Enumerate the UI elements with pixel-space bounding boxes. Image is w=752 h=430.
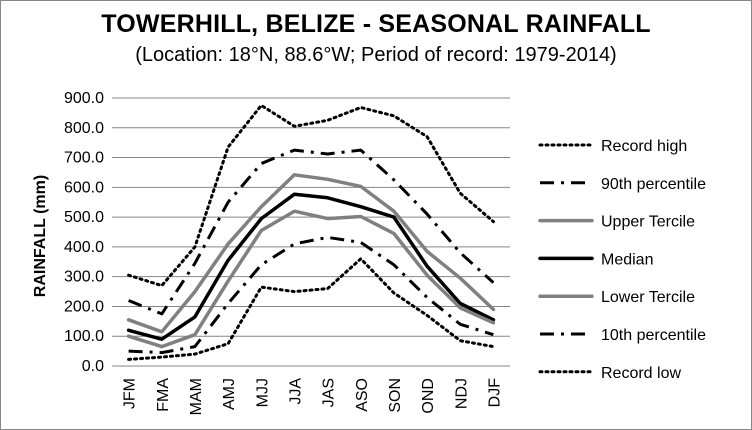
x-tick-label: JFM — [122, 378, 139, 409]
series-line-upper-tercile — [126, 173, 496, 334]
y-tick-label: 800.0 — [64, 120, 104, 137]
y-tick-label: 400.0 — [64, 239, 104, 256]
x-tick-label: MJJ — [254, 378, 271, 407]
y-tick-label: 600.0 — [64, 179, 104, 196]
legend-label: Lower Tercile — [601, 289, 695, 306]
series-line-median — [126, 192, 496, 341]
y-axis-label: RAINFALL (mm) — [32, 175, 49, 297]
legend-label: 10th percentile — [601, 327, 706, 344]
legend: Record high 90th percentile Upper Tercile M… — [538, 138, 706, 382]
y-axis-ticks: 0.0 100.0 200.0 300.0 400.0 500.0 600.0 700.0 80… — [64, 90, 104, 375]
x-tick-label: NDJ — [453, 378, 470, 409]
series-line-10th-percentile — [128, 235, 494, 355]
y-tick-label: 700.0 — [64, 150, 104, 167]
y-tick-label: 500.0 — [64, 209, 104, 226]
y-tick-label: 100.0 — [64, 328, 104, 345]
x-tick-label: SON — [387, 378, 404, 413]
y-tick-label: 900.0 — [64, 90, 104, 107]
series-line-record-high — [127, 103, 495, 288]
x-tick-label: FMA — [155, 378, 172, 412]
y-tick-label: 200.0 — [64, 298, 104, 315]
legend-label: Record high — [601, 138, 687, 155]
series-line-90th-percentile — [128, 148, 495, 316]
chart-subtitle: (Location: 18°N, 88.6°W; Period of recor… — [135, 44, 617, 66]
x-tick-label: AMJ — [221, 378, 238, 410]
x-tick-label: MAM — [188, 378, 205, 415]
x-tick-label: ASO — [354, 378, 371, 412]
series-lines — [126, 103, 496, 361]
x-tick-label: JJA — [287, 378, 304, 405]
legend-label: 90th percentile — [601, 176, 706, 193]
chart-title: TOWERHILL, BELIZE - SEASONAL RAINFALL — [101, 10, 651, 38]
legend-label: Upper Tercile — [601, 214, 695, 231]
x-tick-label: JAS — [321, 378, 338, 407]
x-tick-label: DJF — [486, 378, 503, 408]
series-line-lower-tercile — [126, 209, 496, 349]
y-tick-label: 0.0 — [82, 358, 104, 375]
legend-label: Median — [601, 251, 653, 268]
gridlines — [112, 97, 510, 367]
x-axis-ticks: JFM FMA MAM AMJ MJJ JJA JAS ASO SON OND NDJ DJF — [122, 378, 504, 416]
legend-label: Record low — [601, 365, 681, 382]
series-line-record-low — [127, 257, 495, 361]
y-tick-label: 300.0 — [64, 269, 104, 286]
x-tick-label: OND — [420, 378, 437, 414]
